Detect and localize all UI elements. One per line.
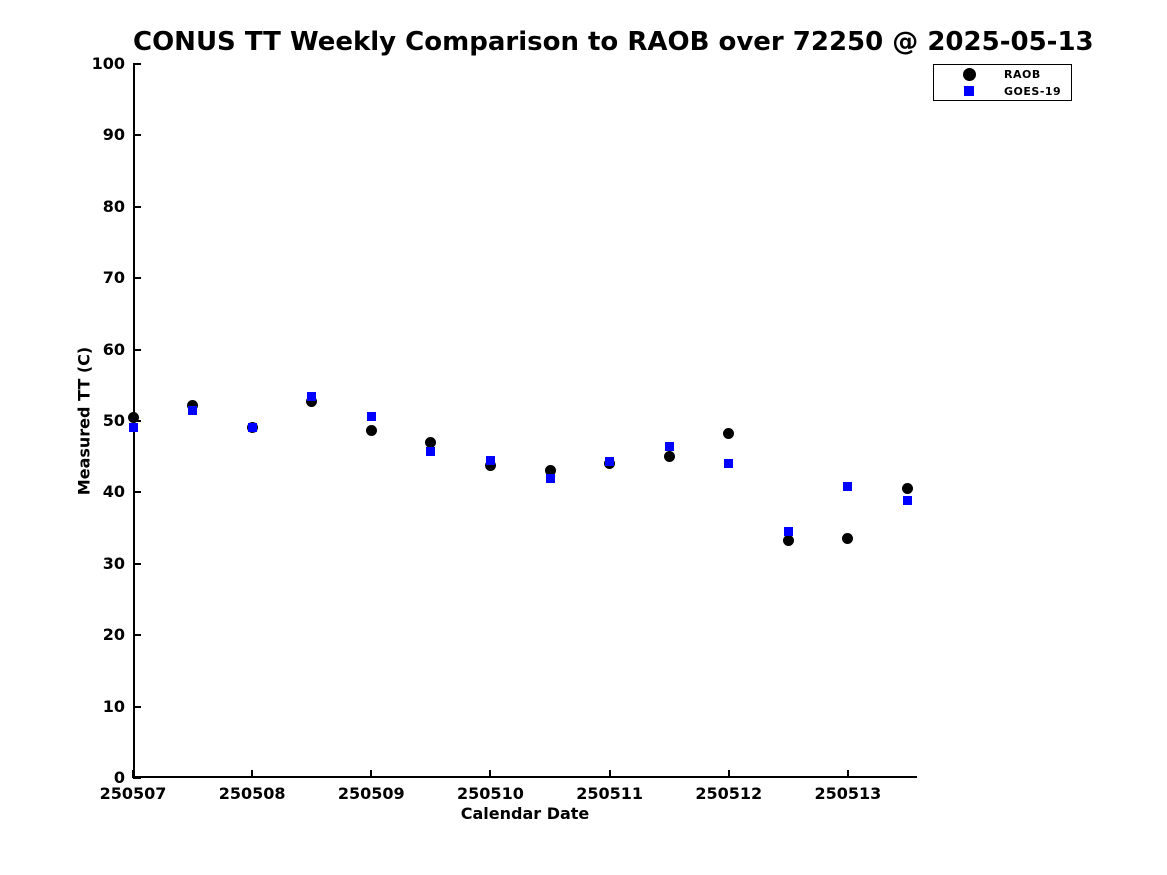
data-point-raob [663, 451, 675, 463]
legend-circle-icon [962, 67, 976, 81]
y-tick-mark [133, 63, 141, 65]
x-tick-mark [727, 770, 730, 778]
x-tick-label: 250508 [218, 784, 286, 803]
legend-marker-cell [934, 67, 1004, 81]
data-point-goes-19 [426, 447, 436, 457]
x-tick-mark [489, 770, 492, 778]
x-tick-label: 250512 [695, 784, 763, 803]
x-axis-label: Calendar Date [460, 804, 590, 823]
data-point-raob [842, 532, 854, 544]
y-tick-mark [133, 348, 141, 351]
y-tick-mark [133, 777, 141, 779]
x-tick-label: 250507 [99, 784, 167, 803]
y-tick-mark [133, 134, 141, 137]
x-tick-label: 250513 [814, 784, 882, 803]
y-tick-mark [133, 562, 141, 565]
data-point-goes-19 [605, 457, 615, 467]
y-tick-label: 70 [102, 268, 125, 288]
data-point-goes-19 [307, 392, 317, 402]
y-tick-mark [133, 491, 141, 494]
y-tick-mark [133, 634, 141, 637]
legend-label: RAOB [1004, 67, 1041, 81]
legend-entry: GOES-19 [934, 84, 1071, 99]
y-tick-label: 0 [113, 768, 125, 787]
y-tick-mark [133, 277, 141, 280]
x-tick-label: 250510 [457, 784, 524, 803]
data-point-raob [544, 464, 556, 476]
y-tick-label: 20 [102, 625, 125, 645]
data-point-goes-19 [247, 422, 257, 432]
y-tick-mark [133, 205, 141, 208]
data-point-goes-19 [485, 455, 495, 465]
plot-area [133, 64, 917, 778]
data-point-goes-19 [902, 496, 912, 506]
y-tick-label: 10 [102, 696, 125, 716]
data-point-goes-19 [366, 411, 376, 421]
y-tick-label: 60 [102, 339, 125, 359]
data-point-raob [901, 482, 913, 494]
y-tick-label: 100 [91, 54, 125, 73]
data-point-goes-19 [664, 442, 674, 452]
x-tick-mark [846, 770, 849, 778]
data-point-raob [187, 399, 199, 411]
data-point-raob [127, 411, 139, 423]
x-tick-label: 250509 [337, 784, 405, 803]
data-point-goes-19 [188, 405, 198, 415]
legend-label: GOES-19 [1004, 84, 1062, 98]
x-tick-mark [608, 770, 611, 778]
x-tick-label: 250511 [576, 784, 643, 803]
y-tick-label: 90 [102, 125, 125, 145]
legend: RAOB GOES-19 [933, 64, 1072, 101]
data-point-raob [365, 424, 377, 436]
x-tick-mark [251, 770, 254, 778]
legend-marker-cell [934, 86, 1004, 96]
y-tick-label: 40 [102, 482, 125, 502]
y-tick-label: 50 [102, 411, 125, 430]
data-point-raob [484, 460, 496, 472]
y-tick-label: 80 [102, 196, 125, 216]
chart-title: CONUS TT Weekly Comparison to RAOB over … [133, 27, 1094, 57]
data-point-raob [723, 427, 735, 439]
data-point-raob [425, 436, 437, 448]
x-tick-mark [370, 770, 373, 778]
y-tick-label: 30 [102, 553, 125, 573]
data-point-goes-19 [128, 422, 138, 432]
y-tick-mark [133, 705, 141, 708]
data-point-raob [782, 535, 794, 547]
data-point-goes-19 [545, 474, 555, 484]
data-point-goes-19 [783, 527, 793, 537]
legend-entry: RAOB [934, 67, 1071, 82]
x-tick-mark [132, 770, 134, 778]
data-point-goes-19 [724, 458, 734, 468]
legend-square-icon [964, 86, 974, 96]
data-point-goes-19 [843, 482, 853, 492]
